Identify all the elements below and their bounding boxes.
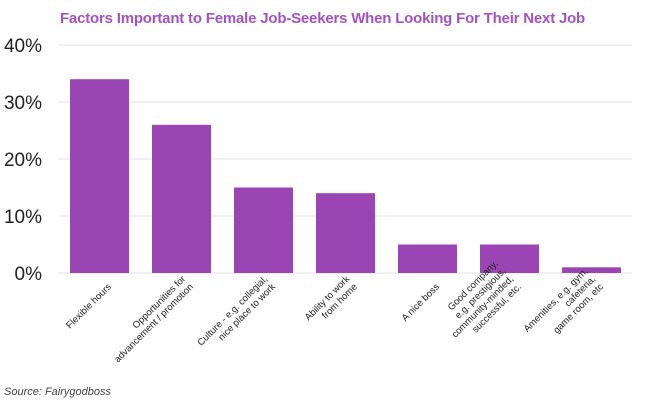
x-axis-tick-labels: Flexible hours Opportunities foradvanceme… bbox=[64, 258, 606, 365]
bar bbox=[316, 193, 375, 273]
y-tick-label: 40% bbox=[4, 36, 42, 57]
y-tick-label: 10% bbox=[4, 207, 42, 228]
bar bbox=[152, 124, 211, 273]
x-tick-label: Culture - e.g. collegial,nice place to w… bbox=[195, 274, 278, 357]
bar bbox=[234, 187, 293, 273]
bar bbox=[562, 267, 621, 273]
x-tick-label: A nice boss bbox=[400, 281, 442, 323]
x-tick-label: Opportunities foradvancement / promotion bbox=[105, 274, 196, 365]
y-axis-tick-labels: 0% 10% 20% 30% 40% bbox=[4, 36, 42, 285]
x-tick-label: Amenities, e.g. gym,cafeteria,game room,… bbox=[522, 266, 606, 350]
chart-title: Factors Important to Female Job-Seekers … bbox=[59, 10, 586, 27]
x-tick-label: Ability to workfrom home bbox=[303, 274, 360, 331]
bar bbox=[398, 244, 457, 273]
y-tick-label: 30% bbox=[4, 93, 42, 114]
bar bbox=[70, 79, 129, 273]
x-tick-label: Flexible hours bbox=[64, 281, 114, 331]
y-tick-label: 20% bbox=[4, 150, 42, 171]
bar bbox=[480, 244, 539, 273]
source-note: Source: Fairygodboss bbox=[4, 386, 111, 398]
bars bbox=[70, 79, 621, 273]
y-tick-label: 0% bbox=[15, 264, 43, 285]
